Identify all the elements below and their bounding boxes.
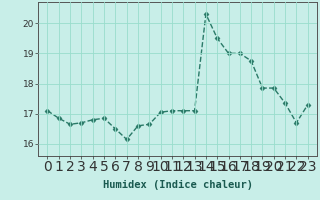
X-axis label: Humidex (Indice chaleur): Humidex (Indice chaleur)	[103, 180, 252, 190]
